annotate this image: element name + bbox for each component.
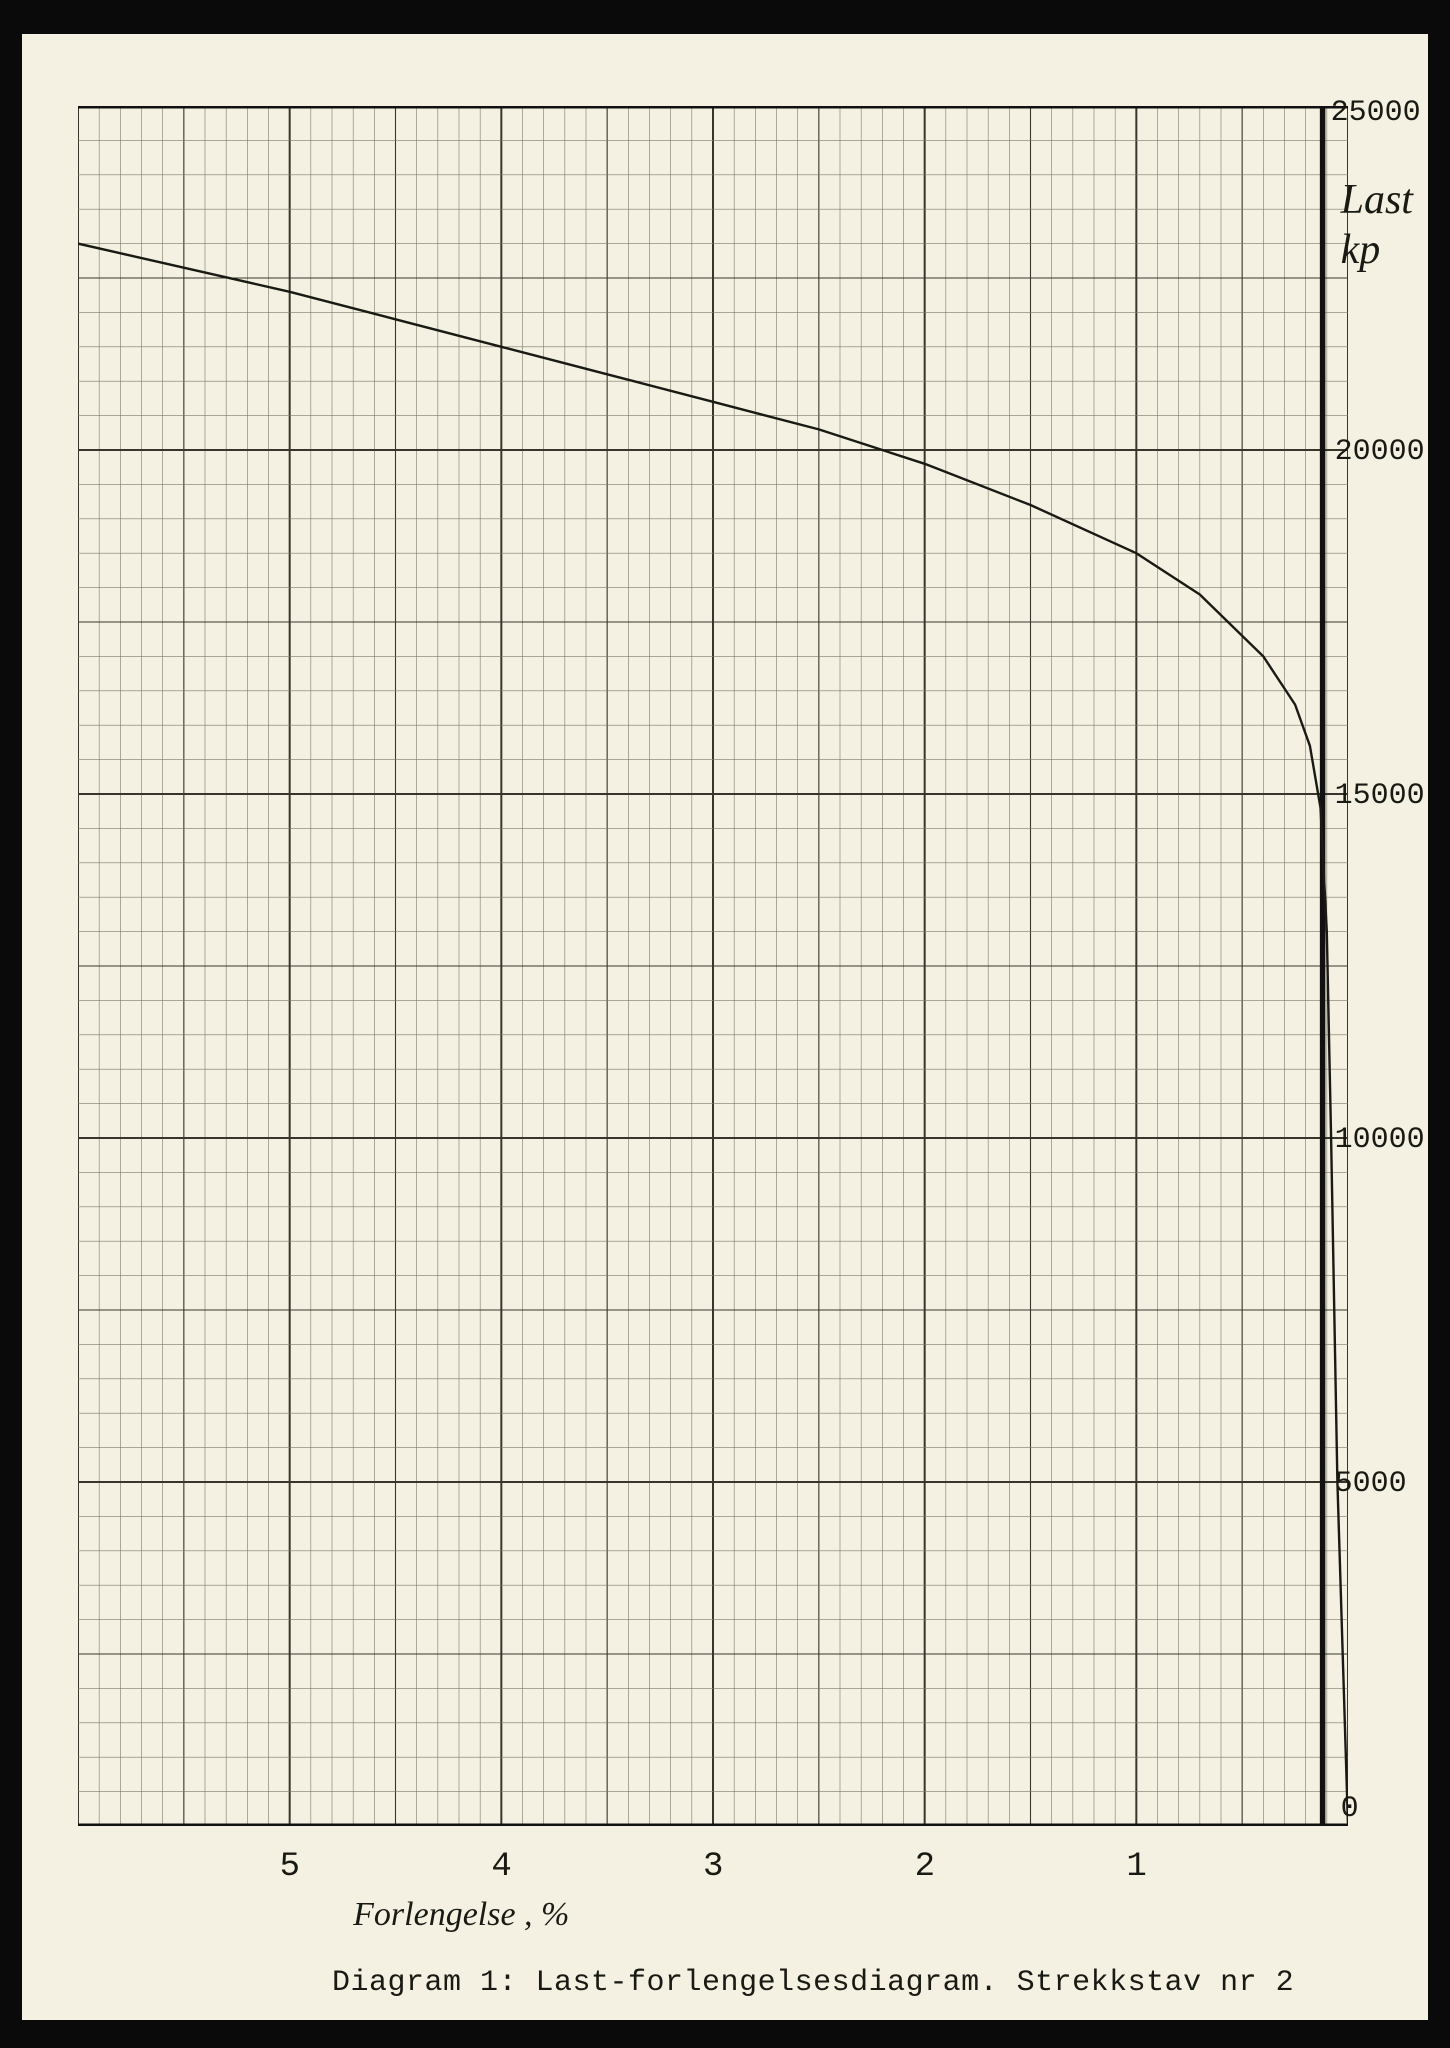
y-axis-title-line1: Last (1341, 175, 1413, 225)
y-axis-title-line2: kp (1341, 225, 1413, 275)
paper-sheet: Last kp Forlengelse , % Diagram 1: Last-… (22, 34, 1428, 2020)
x-axis-title: Forlengelse , % (353, 1896, 569, 1934)
y-tick-25000: 25000 (1331, 96, 1421, 130)
x-tick-5: 5 (280, 1848, 300, 1886)
y-tick-10000: 10000 (1335, 1123, 1425, 1157)
scan-frame: Last kp Forlengelse , % Diagram 1: Last-… (0, 0, 1450, 2048)
load-elongation-chart (78, 106, 1348, 1826)
y-tick-15000: 15000 (1335, 779, 1425, 813)
x-tick-4: 4 (491, 1848, 511, 1886)
x-tick-2: 2 (915, 1848, 935, 1886)
x-tick-3: 3 (703, 1848, 723, 1886)
y-tick-0: 0 (1341, 1792, 1359, 1826)
figure-caption: Diagram 1: Last-forlengelsesdiagram. Str… (332, 1966, 1294, 2000)
y-axis-title: Last kp (1341, 175, 1413, 276)
y-tick-5000: 5000 (1335, 1467, 1407, 1501)
y-tick-20000: 20000 (1335, 435, 1425, 469)
x-tick-1: 1 (1126, 1848, 1146, 1886)
